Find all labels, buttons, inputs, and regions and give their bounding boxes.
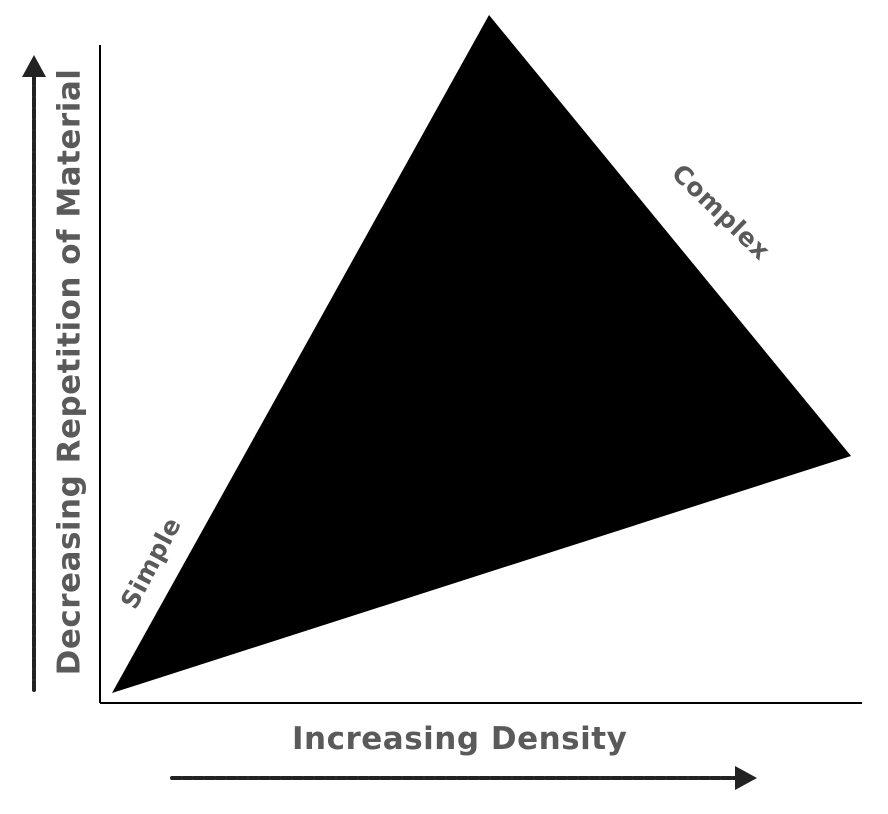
y-axis-label: Decreasing Repetition of Material (51, 68, 88, 676)
x-axis-label: Increasing Density (292, 721, 628, 757)
complexity-triangle (112, 15, 851, 693)
x-arrow-head (735, 766, 757, 790)
y-arrow-head (22, 55, 46, 77)
